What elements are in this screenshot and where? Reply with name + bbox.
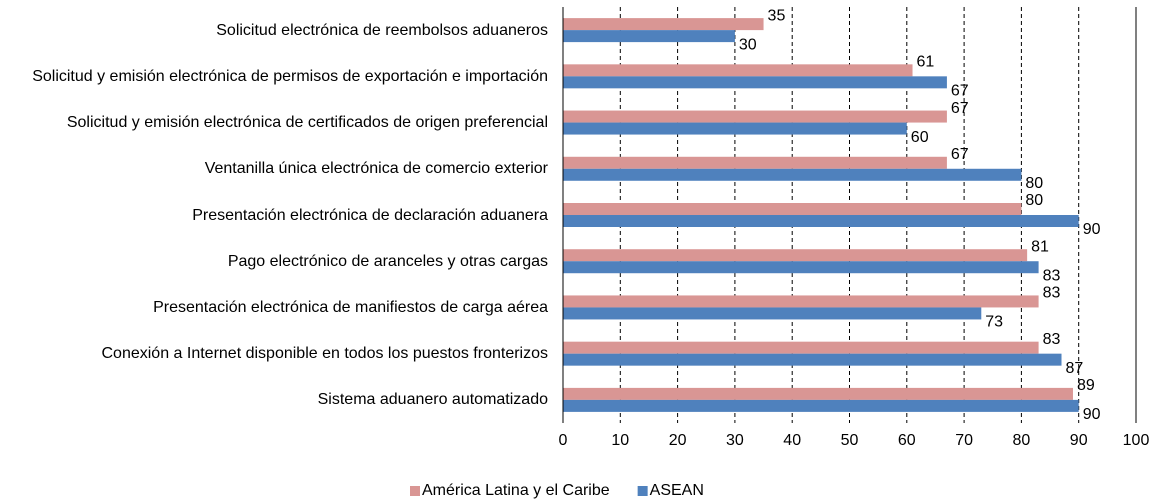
x-tick-label: 40	[783, 432, 801, 449]
bar	[563, 307, 982, 320]
x-tick-label: 10	[611, 432, 629, 449]
bar	[563, 168, 1022, 181]
bar	[563, 387, 1073, 400]
data-label: 83	[1043, 331, 1061, 348]
data-label: 83	[1043, 267, 1061, 284]
x-tick-label: 60	[898, 432, 916, 449]
data-label: 89	[1077, 377, 1095, 394]
data-label: 60	[911, 129, 929, 146]
category-text: Ventanilla única electrónica de comercio…	[204, 160, 548, 178]
data-label: 87	[1066, 360, 1084, 377]
category-label: Sistema aduanero automatizado	[0, 390, 548, 409]
x-tick-label: 100	[1123, 432, 1150, 449]
category-text: Presentación electrónica de declaración …	[192, 206, 548, 224]
category-label: Solicitud electrónica de reembolsos adua…	[0, 21, 548, 40]
bar	[563, 295, 1039, 308]
data-label: 83	[1043, 285, 1061, 302]
category-text: Presentación electrónica de manifiestos …	[153, 298, 548, 316]
bar	[563, 122, 907, 135]
data-label: 80	[1025, 192, 1043, 209]
category-text: Pago electrónico de aranceles y otras ca…	[227, 252, 548, 270]
bar	[563, 203, 1022, 215]
legend-swatch	[410, 486, 420, 496]
x-tick-label: 30	[726, 432, 744, 449]
data-label: 81	[1031, 238, 1049, 255]
legend-label: América Latina y el Caribe	[422, 482, 610, 499]
data-label: 73	[985, 314, 1003, 331]
data-label: 30	[739, 36, 757, 53]
data-label: 61	[917, 54, 935, 71]
category-text: Solicitud electrónica de reembolsos adua…	[216, 21, 548, 39]
category-label: Solicitud y emisión electrónica de certi…	[0, 113, 548, 132]
category-text: Solicitud y emisión electrónica de certi…	[66, 114, 548, 132]
legend-label: ASEAN	[650, 482, 704, 499]
data-label: 90	[1083, 406, 1101, 423]
data-label: 67	[951, 146, 969, 163]
data-label: 80	[1025, 175, 1043, 192]
category-label: Conexión a Internet disponible en todos …	[0, 344, 549, 363]
legend-swatch	[637, 486, 648, 496]
x-tick-label: 50	[841, 432, 859, 449]
x-tick-label: 70	[955, 432, 973, 449]
category-text: Conexión a Internet disponible en todos …	[101, 345, 549, 363]
bar	[563, 341, 1039, 354]
bar	[563, 156, 947, 169]
data-label: 67	[951, 100, 969, 117]
x-tick-label: 0	[559, 432, 568, 449]
bar	[563, 399, 1079, 412]
category-label: Ventanilla única electrónica de comercio…	[0, 159, 548, 178]
x-tick-label: 20	[669, 432, 687, 449]
category-label: Pago electrónico de aranceles y otras ca…	[0, 252, 548, 271]
data-label: 35	[768, 7, 786, 24]
data-label: 67	[951, 83, 969, 100]
bar	[563, 249, 1028, 262]
x-tick-label: 90	[1070, 432, 1088, 449]
bar	[563, 261, 1039, 274]
category-label: Presentación electrónica de manifiestos …	[0, 298, 548, 317]
category-label: Solicitud y emisión electrónica de permi…	[0, 67, 548, 86]
x-tick-label: 80	[1013, 432, 1031, 449]
bar	[563, 30, 735, 43]
bar	[563, 18, 764, 31]
bar	[563, 215, 1079, 227]
bar	[563, 64, 913, 77]
category-text: Solicitud y emisión electrónica de permi…	[32, 67, 548, 85]
bar	[563, 353, 1062, 366]
bar	[563, 76, 947, 89]
category-label: Presentación electrónica de declaración …	[0, 206, 548, 225]
bar	[563, 110, 947, 123]
category-text: Sistema aduanero automatizado	[317, 391, 548, 409]
data-label: 90	[1083, 221, 1101, 238]
